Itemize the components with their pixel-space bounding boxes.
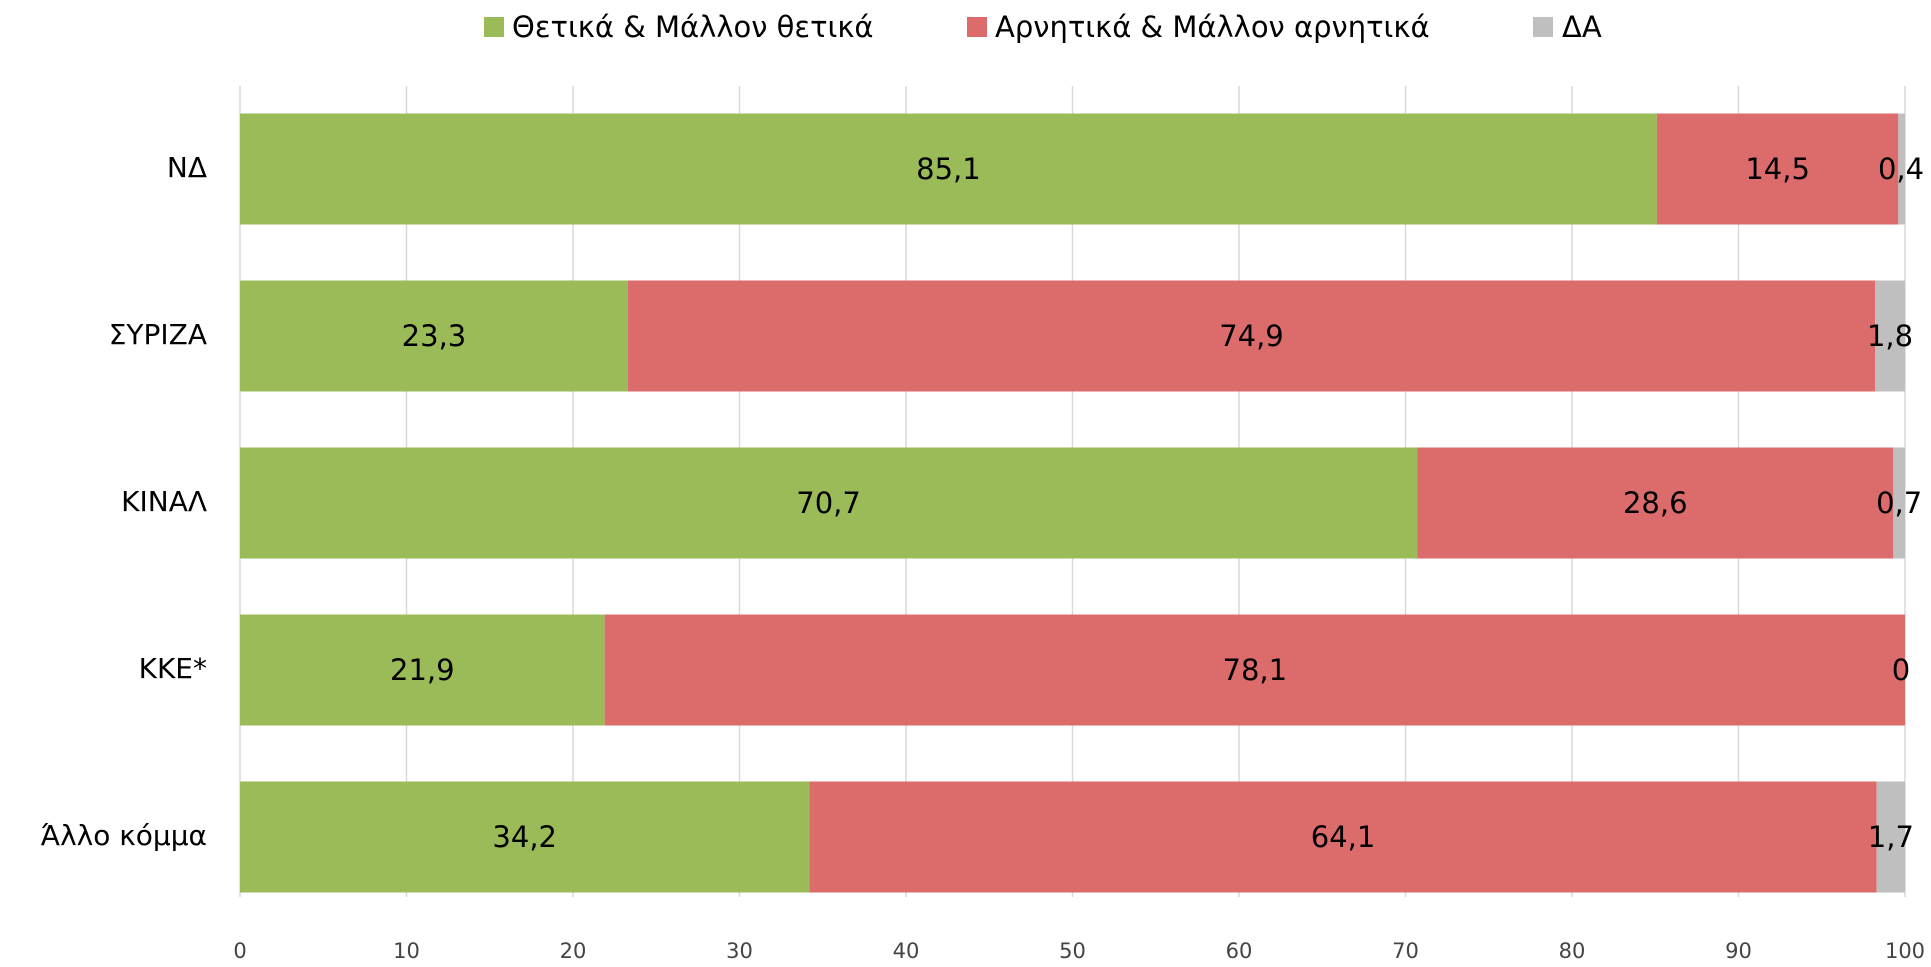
x-tick-label: 90 <box>1725 939 1752 963</box>
y-tick-label: Άλλο κόμμα <box>41 819 207 852</box>
x-tick-label: 30 <box>726 939 753 963</box>
data-label: 78,1 <box>1223 653 1288 687</box>
x-tick-label: 40 <box>893 939 920 963</box>
legend-label: ΔΑ <box>1562 10 1602 44</box>
x-tick-label: 80 <box>1559 939 1586 963</box>
bar-segment <box>1656 113 1899 225</box>
bar-segment <box>627 280 1876 392</box>
x-tick-label: 20 <box>560 939 587 963</box>
data-label: 0,7 <box>1876 486 1922 520</box>
bar-segment <box>240 280 628 392</box>
data-label: 0,4 <box>1878 152 1924 186</box>
bar-segment <box>240 614 605 726</box>
data-label: 34,2 <box>492 820 557 854</box>
bar-segment <box>809 781 1877 893</box>
y-tick-label: ΚΚΕ* <box>139 652 207 685</box>
x-tick-label: 0 <box>233 939 246 963</box>
data-label: 23,3 <box>402 319 467 353</box>
bar-segment <box>1875 280 1905 392</box>
bar-segment <box>1893 447 1905 559</box>
legend-label: Αρνητικά & Μάλλον αρνητικά <box>995 10 1430 44</box>
data-label: 1,7 <box>1868 820 1914 854</box>
bar-segment <box>240 447 1418 559</box>
data-label: 0 <box>1892 653 1910 687</box>
bar-segment <box>1898 113 1905 225</box>
data-label: 64,1 <box>1311 820 1376 854</box>
bar-segment <box>604 614 1905 726</box>
y-tick-label: ΚΙΝΑΛ <box>121 485 207 518</box>
data-label: 74,9 <box>1219 319 1284 353</box>
data-label: 28,6 <box>1623 486 1688 520</box>
y-tick-label: ΝΔ <box>167 151 207 184</box>
legend-swatch <box>1533 17 1553 37</box>
data-label: 14,5 <box>1745 152 1810 186</box>
bar-segment <box>240 113 1657 225</box>
legend-label: Θετικά & Μάλλον θετικά <box>512 10 874 44</box>
y-tick-label: ΣΥΡΙΖΑ <box>109 318 207 351</box>
bar-segment <box>1417 447 1894 559</box>
x-tick-label: 100 <box>1885 939 1925 963</box>
x-tick-label: 10 <box>393 939 420 963</box>
x-tick-label: 50 <box>1059 939 1086 963</box>
x-tick-label: 70 <box>1392 939 1419 963</box>
bar-segment <box>1876 781 1905 893</box>
data-label: 21,9 <box>390 653 455 687</box>
data-label: 70,7 <box>796 486 861 520</box>
data-label: 1,8 <box>1867 319 1913 353</box>
legend-swatch <box>967 17 987 37</box>
data-label: 85,1 <box>916 152 981 186</box>
x-tick-label: 60 <box>1226 939 1253 963</box>
bar-segment <box>240 781 810 893</box>
legend-swatch <box>484 17 504 37</box>
